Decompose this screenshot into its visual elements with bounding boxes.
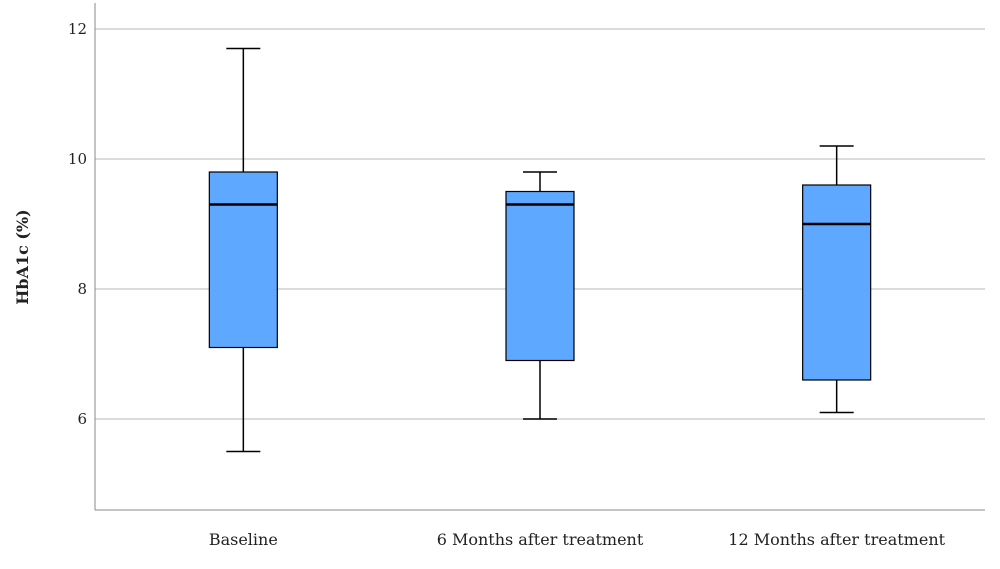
y-tick-label: 8 (77, 280, 87, 298)
x-category-label: 12 Months after treatment (728, 530, 945, 549)
axes (94, 3, 985, 511)
y-tick-labels: 6 8 10 12 (68, 20, 87, 428)
boxes (208, 47, 872, 453)
iqr-box (505, 190, 575, 362)
x-category-label: 6 Months after treatment (437, 530, 644, 549)
iqr-box (208, 171, 278, 349)
iqr-box (802, 184, 872, 381)
box-group (208, 47, 278, 453)
y-tick-label: 12 (68, 20, 87, 38)
y-axis-title: HbA1c (%) (13, 209, 32, 305)
y-tick-label: 6 (77, 410, 87, 428)
x-category-label: Baseline (209, 530, 278, 549)
box-group (505, 171, 575, 420)
y-tick-label: 10 (68, 150, 87, 168)
x-category-labels: Baseline 6 Months after treatment 12 Month… (209, 530, 946, 549)
box-group (802, 145, 872, 414)
